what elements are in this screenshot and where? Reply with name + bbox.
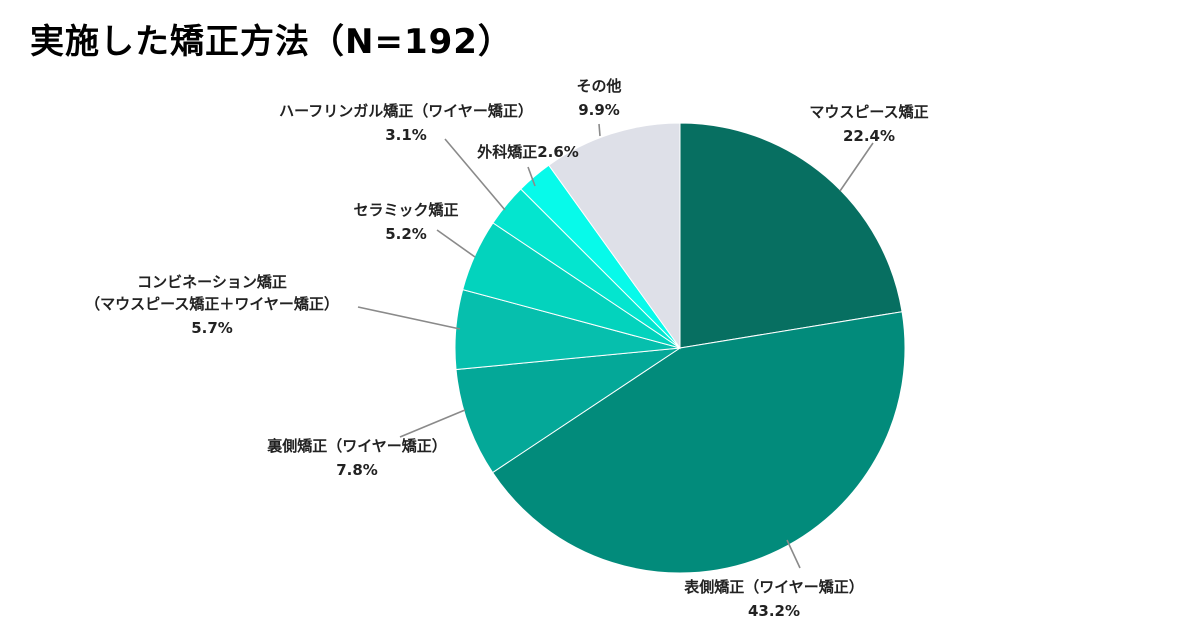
- slice-label-2: 裏側矯正（ワイヤー矯正） 7.8%: [266, 437, 447, 479]
- leader-line-0: [839, 142, 874, 192]
- slice-label-value-3: 5.7%: [191, 319, 233, 337]
- slices-layer: [454, 122, 906, 574]
- leader-line-1: [786, 539, 801, 569]
- slice-label-value-2: 7.8%: [336, 461, 378, 479]
- slice-label-7: その他 9.9%: [576, 77, 621, 119]
- slice-label-value-1: 43.2%: [748, 602, 800, 620]
- slice-label-name-7: その他: [576, 77, 621, 95]
- pie-slice-1: [491, 311, 906, 574]
- leader-line-5: [444, 138, 506, 211]
- leader-lines-layer: [357, 123, 874, 569]
- slice-label-0: マウスピース矯正 22.4%: [809, 103, 928, 145]
- slice-label-value-4: 5.2%: [385, 225, 427, 243]
- chart-title: 実施した矯正方法（N=192）: [30, 22, 513, 62]
- slice-label-1: 表側矯正（ワイヤー矯正） 43.2%: [684, 578, 864, 620]
- slice-label-name-3: （マウスピース矯正＋ワイヤー矯正）: [85, 295, 339, 313]
- slice-label-name-4: セラミック矯正: [353, 201, 458, 219]
- slice-label-name-6: 外科矯正: [476, 143, 537, 161]
- slice-label-name-3: コンビネーション矯正: [137, 273, 287, 291]
- slice-label-name-1: 表側矯正（ワイヤー矯正）: [684, 578, 864, 596]
- slice-label-name-5: ハーフリンガル矯正（ワイヤー矯正）: [279, 102, 533, 120]
- pie-slice-2: [455, 347, 681, 474]
- leader-line-4: [436, 229, 476, 258]
- slice-label-value-7: 9.9%: [578, 101, 620, 119]
- slice-label-3: コンビネーション矯正 （マウスピース矯正＋ワイヤー矯正） 5.7%: [85, 273, 339, 337]
- slice-label-4: セラミック矯正 5.2%: [353, 201, 458, 243]
- slice-label-name-0: マウスピース矯正: [809, 103, 928, 121]
- slice-label-value-6: 2.6%: [537, 143, 579, 161]
- pie-slice-0: [679, 122, 903, 349]
- leader-line-7: [598, 123, 601, 137]
- slice-label-6: 外科矯正2.6%: [476, 143, 579, 161]
- slice-label-5: ハーフリンガル矯正（ワイヤー矯正） 3.1%: [279, 102, 533, 144]
- labels-layer: マウスピース矯正 22.4% 表側矯正（ワイヤー矯正） 43.2% 裏側矯正（ワイヤー矯…: [85, 77, 929, 620]
- pie-slice-7: [548, 122, 681, 350]
- slice-label-value-0: 22.4%: [843, 127, 895, 145]
- leader-line-6: [527, 166, 536, 187]
- slice-label-name-2: 裏側矯正（ワイヤー矯正）: [266, 437, 447, 455]
- leader-line-3: [357, 306, 461, 330]
- slice-label-value-5: 3.1%: [385, 126, 427, 144]
- leader-line-2: [399, 409, 466, 438]
